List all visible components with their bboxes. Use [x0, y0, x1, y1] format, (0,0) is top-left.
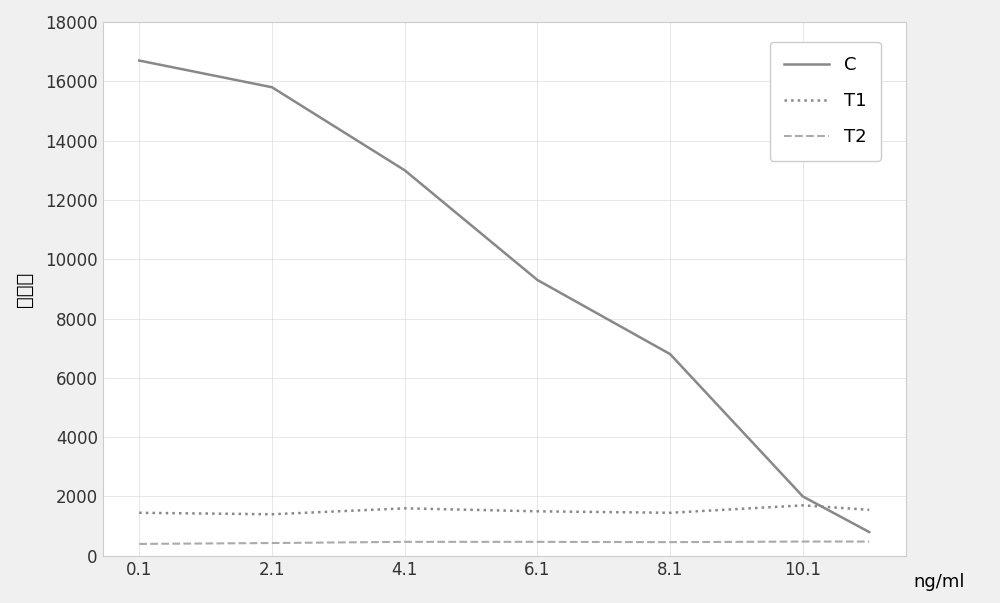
Text: ng/ml: ng/ml — [914, 573, 965, 592]
Line: T2: T2 — [139, 541, 869, 544]
Y-axis label: 荚光値: 荚光値 — [15, 271, 34, 306]
Line: C: C — [139, 60, 869, 532]
T1 — [863, 506, 875, 513]
T1 — [133, 509, 145, 516]
T1 — [531, 508, 543, 515]
T1 — [266, 511, 278, 518]
T2 — [399, 538, 411, 546]
C — [133, 57, 145, 64]
C — [266, 84, 278, 91]
T2 — [797, 538, 809, 545]
Legend: C, T1, T2: C, T1, T2 — [770, 42, 881, 161]
C — [863, 528, 875, 535]
T1 — [797, 502, 809, 509]
T1 — [664, 509, 676, 516]
C — [664, 350, 676, 358]
T2 — [266, 540, 278, 547]
C — [399, 166, 411, 174]
T2 — [531, 538, 543, 546]
T1 — [399, 505, 411, 512]
T2 — [863, 538, 875, 545]
T2 — [664, 538, 676, 546]
C — [531, 276, 543, 283]
Line: T1: T1 — [139, 505, 869, 514]
C — [797, 493, 809, 500]
T2 — [133, 540, 145, 548]
